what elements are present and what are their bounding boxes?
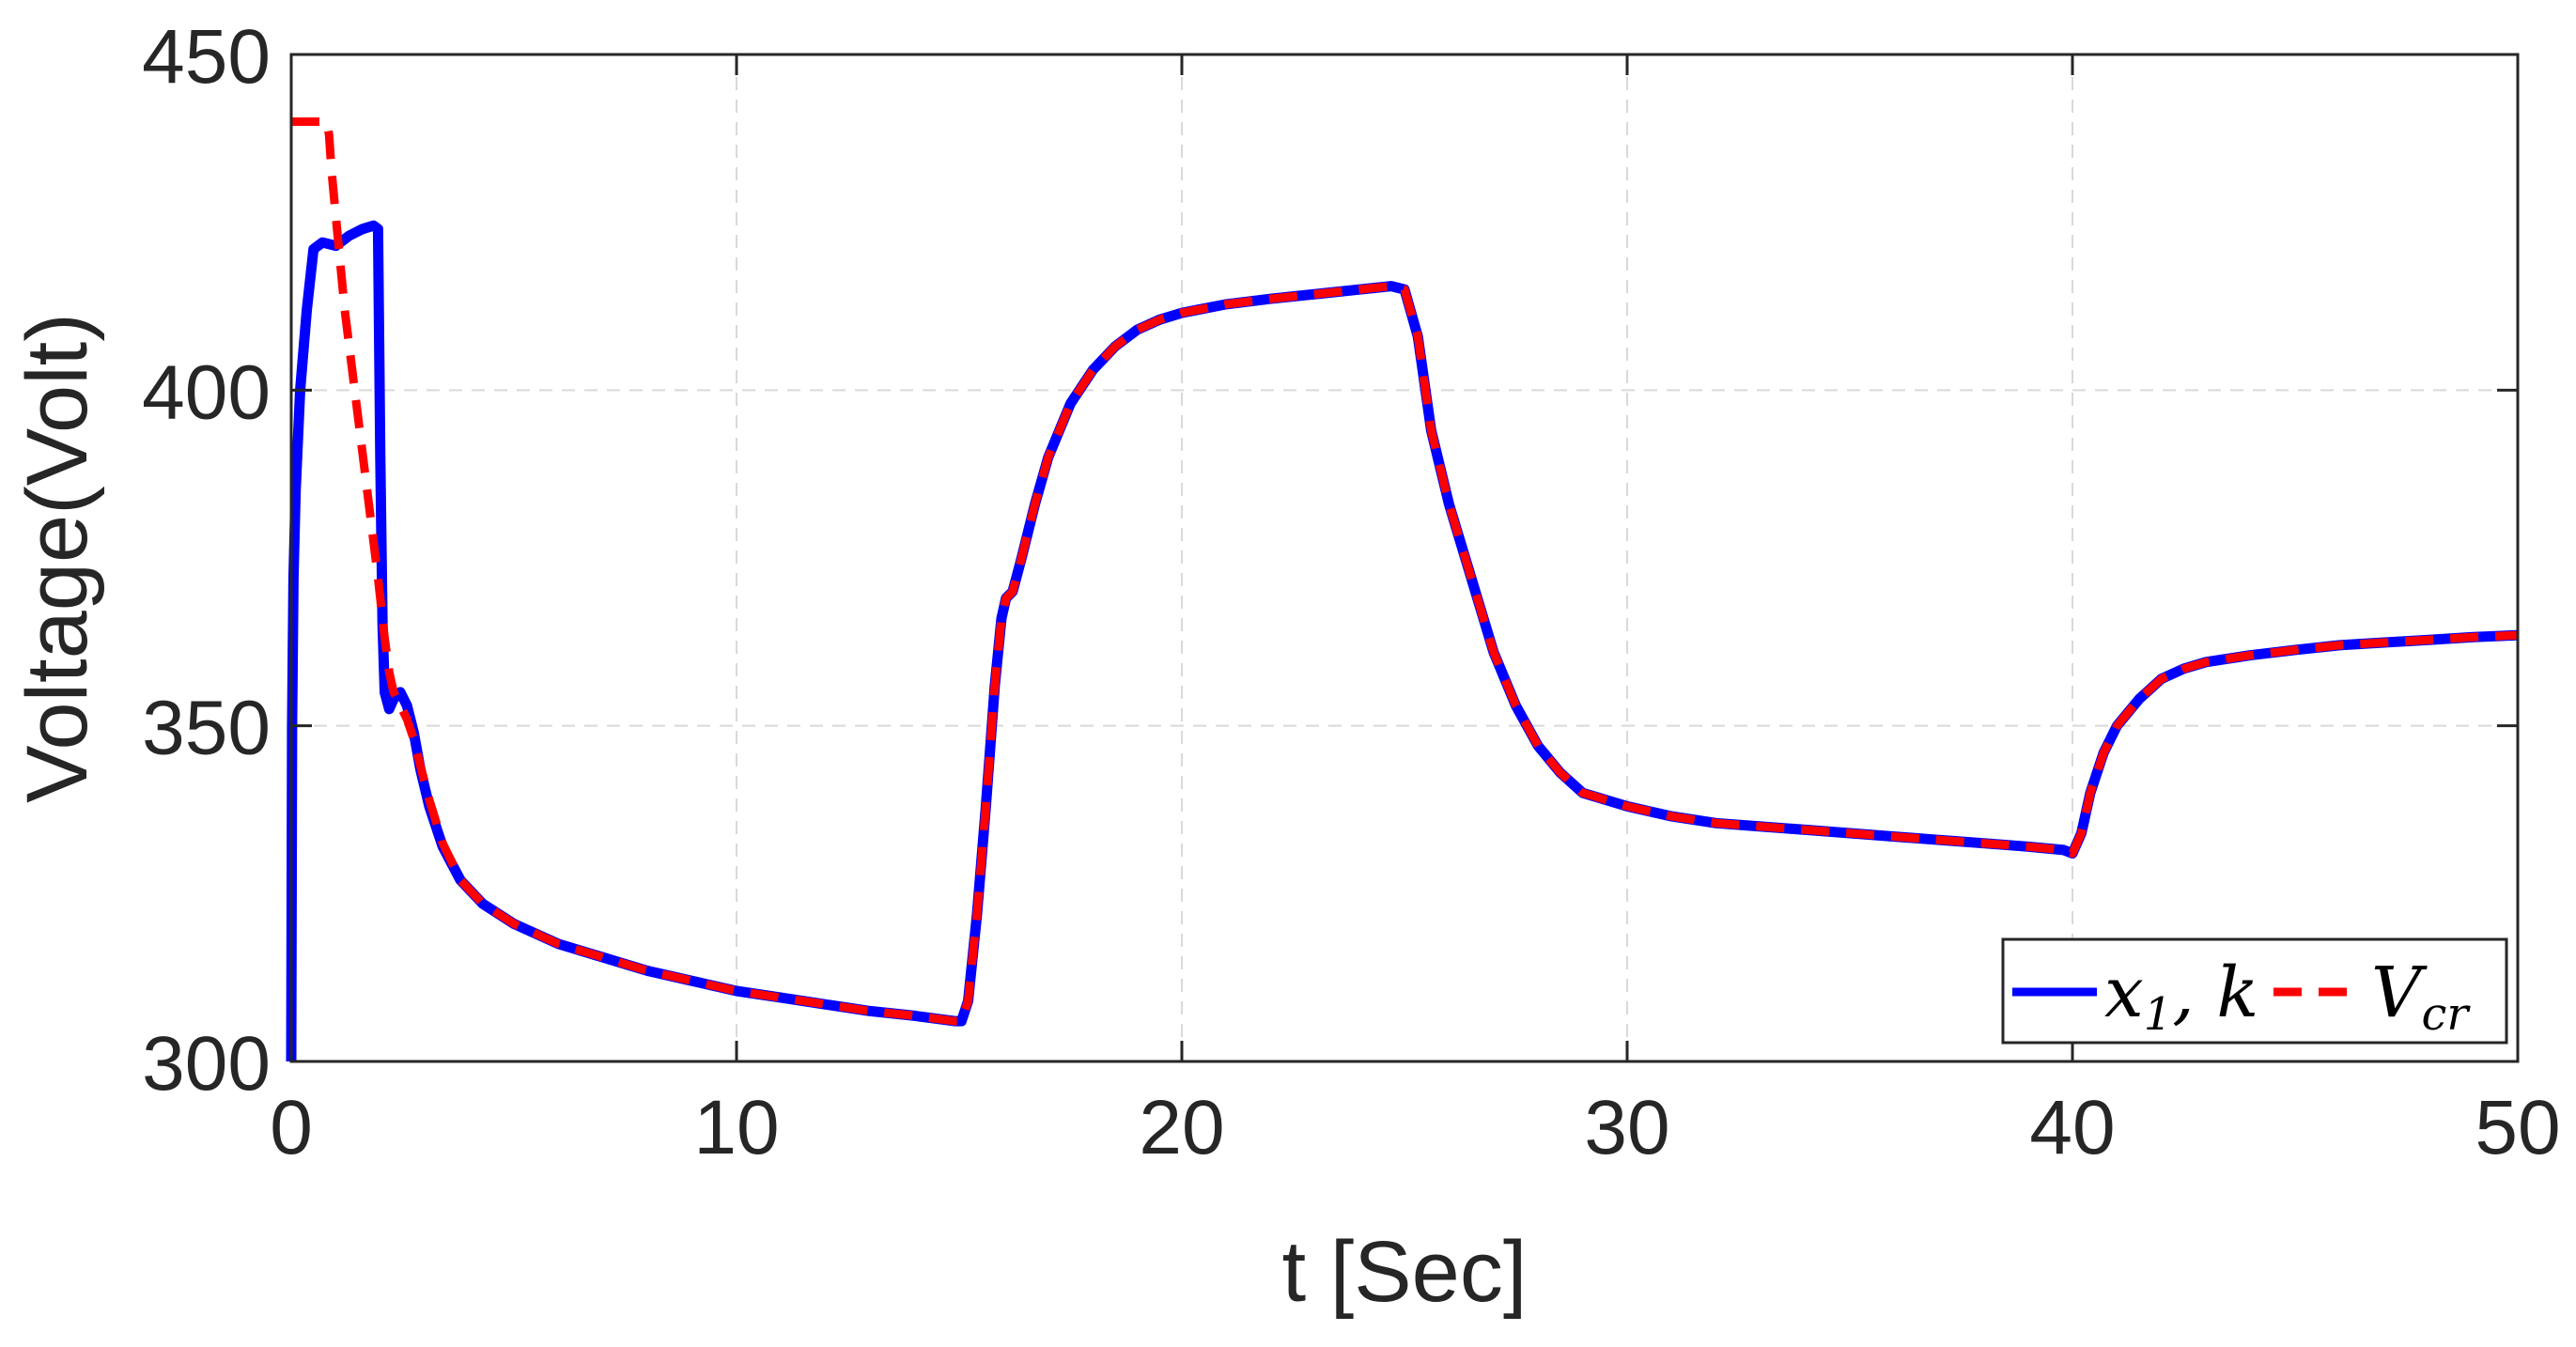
grid-lines xyxy=(291,54,2518,1061)
x-tick-label: 50 xyxy=(2475,1085,2560,1170)
legend-label-x1k-rest: , k xyxy=(2172,952,2258,1033)
y-tick-label: 300 xyxy=(142,1021,271,1107)
legend-label-vcr-main: V xyxy=(2371,952,2428,1033)
legend: x1, k Vcr xyxy=(2001,937,2508,1045)
axis-ticks: 0 10 20 30 40 50 300 350 400 450 xyxy=(142,14,2560,1170)
legend-label-x1k-sub: 1 xyxy=(2144,988,2173,1041)
legend-label-x1k-main: x xyxy=(2104,952,2144,1033)
x-tick-label: 20 xyxy=(1139,1085,1224,1170)
plot-area xyxy=(291,54,2518,1061)
y-tick-label: 400 xyxy=(142,349,271,435)
series-layer xyxy=(286,117,2519,1062)
x-tick-label: 0 xyxy=(270,1085,313,1170)
plot-frame xyxy=(289,53,2520,1063)
x-axis-title: t [Sec] xyxy=(1282,1224,1528,1320)
x-tick-label: 40 xyxy=(2029,1085,2115,1170)
x-tick-label: 10 xyxy=(693,1085,779,1170)
x-tick-label: 30 xyxy=(1584,1085,1669,1170)
legend-label-x1k: x1, k xyxy=(2104,952,2258,1041)
y-axis-title: Voltage(Volt) xyxy=(9,313,105,803)
legend-label-vcr: Vcr xyxy=(2371,952,2471,1041)
legend-label-vcr-sub: cr xyxy=(2421,988,2471,1041)
y-tick-label: 350 xyxy=(142,686,271,771)
y-tick-label: 450 xyxy=(142,14,271,100)
